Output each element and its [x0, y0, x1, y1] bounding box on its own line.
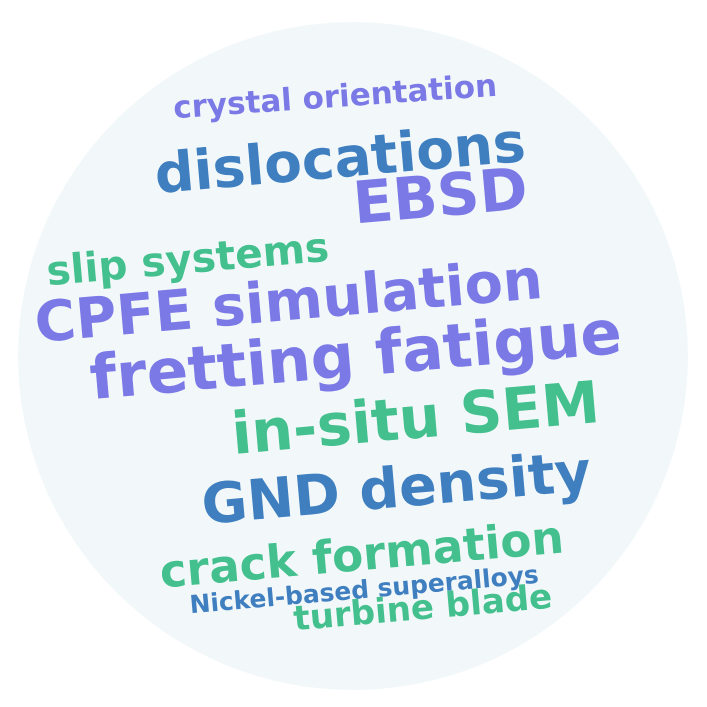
word-cloud-circle: crystal orientation dislocations EBSD sl… — [18, 22, 688, 690]
word-ebsd: EBSD — [349, 154, 530, 238]
